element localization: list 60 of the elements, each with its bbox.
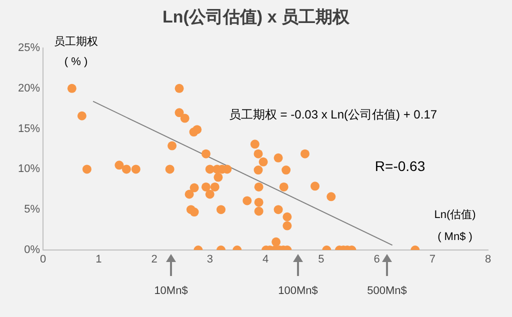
- y-tick-label: 0%: [24, 244, 40, 256]
- point: [190, 183, 199, 192]
- point: [168, 141, 177, 150]
- y-tick-label: 10%: [18, 163, 40, 176]
- point: [214, 172, 223, 182]
- x-tick-label: 5: [318, 254, 324, 266]
- x-tick-label: 0: [40, 254, 46, 266]
- x-tick-label: 4: [262, 254, 269, 266]
- point: [210, 182, 220, 192]
- text: 500Mn$: [367, 285, 407, 298]
- point: [180, 114, 190, 123]
- point: [279, 182, 288, 192]
- point: [254, 198, 264, 207]
- point: [254, 166, 263, 175]
- point: [254, 182, 264, 192]
- point: [272, 237, 281, 246]
- point: [274, 205, 283, 214]
- point: [192, 125, 202, 134]
- annotation: R=-0.63: [374, 158, 426, 174]
- y-tick-label: 20%: [18, 82, 40, 94]
- point: [174, 108, 184, 118]
- y-tick-label: 5%: [24, 204, 40, 216]
- point: [190, 208, 199, 217]
- point: [216, 205, 226, 214]
- point: [165, 164, 174, 174]
- point: [274, 153, 283, 162]
- y-axis-title: 员工期权 ( % ): [54, 36, 98, 68]
- point: [310, 182, 320, 191]
- point: [250, 140, 260, 149]
- text: 100Mn$: [278, 285, 318, 298]
- point: [282, 166, 291, 175]
- point: [201, 149, 210, 158]
- point: [77, 111, 86, 120]
- point: [326, 192, 336, 202]
- chart-title: Ln(公司估值) x 员工期权: [162, 8, 350, 27]
- point: [300, 149, 310, 158]
- point: [184, 190, 194, 199]
- point: [131, 164, 140, 174]
- point: [282, 221, 292, 230]
- point: [254, 149, 263, 158]
- point: [114, 160, 124, 170]
- point: [82, 164, 92, 174]
- point: [254, 206, 264, 216]
- x-tick-label: 8: [484, 254, 492, 266]
- point: [242, 196, 252, 206]
- point: [282, 212, 292, 222]
- x-tick-label: 3: [206, 254, 213, 266]
- x-tick-label: 7: [429, 254, 436, 266]
- x-axis-title: Ln(估值) ( Mn$ ): [434, 209, 476, 244]
- x-tick-label: 6: [374, 254, 380, 266]
- point: [122, 164, 131, 174]
- annotation: 员工期权 = -0.03 x Ln(公司估值) + 0.17: [228, 107, 438, 122]
- y-tick-label: 15%: [18, 122, 40, 135]
- point: [201, 182, 210, 192]
- text: 10Mn$: [154, 285, 188, 298]
- x-tick-label: 1: [96, 254, 102, 266]
- point: [258, 157, 268, 166]
- x-tick-label: 2: [151, 254, 158, 266]
- point: [205, 190, 214, 199]
- y-tick-label: 25%: [18, 42, 40, 54]
